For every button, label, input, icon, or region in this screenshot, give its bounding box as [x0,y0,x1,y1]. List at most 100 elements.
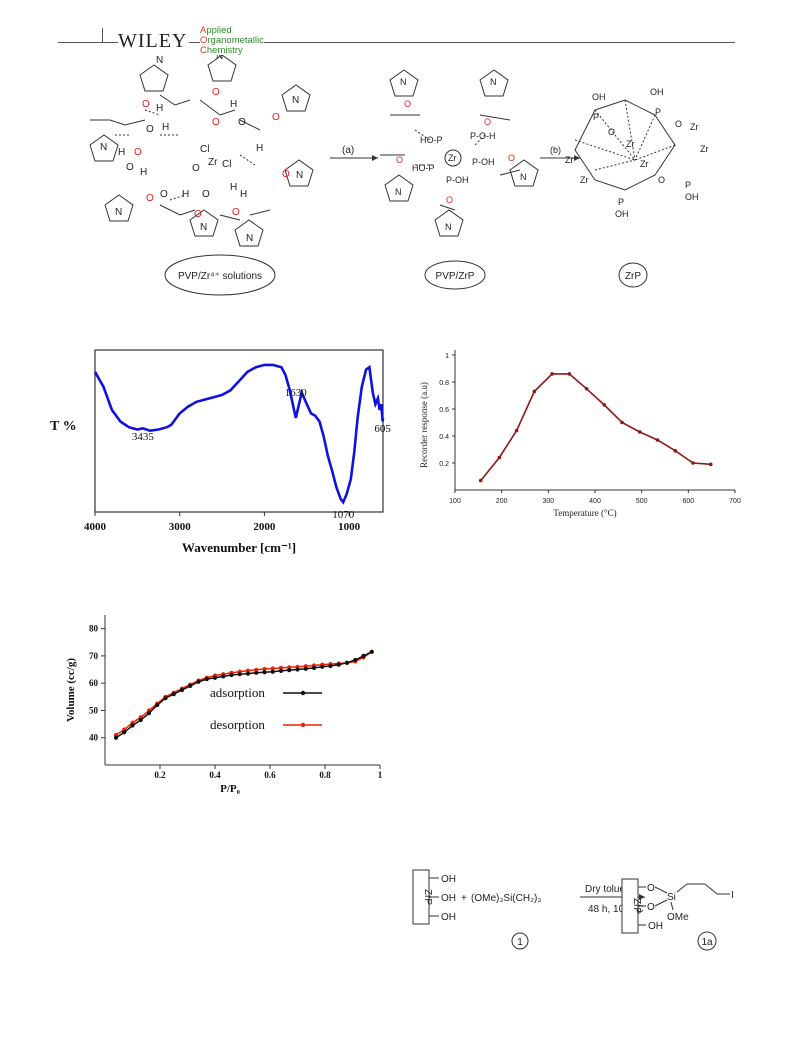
publisher-logo: WILEY [118,30,190,53]
header-tick [102,28,103,42]
svg-text:O: O [675,119,682,129]
ftir-xtick-label: 1000 [338,521,361,533]
solution-label: PVP/Zr⁴⁺ solutions [178,271,262,282]
tpd-ytick-label: 1 [445,353,449,360]
bet-series [113,649,374,740]
ftir-peak-label: 605 [374,423,391,435]
svg-text:H: H [156,103,163,114]
bet-point [163,696,168,701]
bet-point [262,666,267,672]
bet-point [245,668,251,673]
svg-text:Zr: Zr [208,157,218,168]
compound-1-circle [511,932,529,950]
svg-text:HO-P: HO-P [412,163,435,173]
bet-xlabel: P/P₀ [220,783,240,795]
svg-text:O: O [146,193,154,204]
svg-text:P-O-H: P-O-H [470,131,496,141]
zrp-atom-labels: OH OH P P Zr Zr Zr Zr Zr Zr P P OH OH O O O [565,87,709,219]
ftir-ylabel: T % [50,419,77,434]
svg-text:P-OH: P-OH [472,157,495,167]
tpd-point [584,386,589,391]
bet-point [287,667,292,673]
bet-point [369,649,374,654]
bet-ytick-label: 70 [89,651,99,661]
bet-yticks: 40 50 60 70 80 [89,624,105,743]
legend-desorption-marker [300,722,306,728]
bet-ytick-label: 40 [89,733,99,743]
svg-text:OH: OH [650,87,664,97]
bet-point [146,711,152,716]
tpd-point [673,449,678,453]
svg-text:P: P [655,107,661,117]
bet-ytick-label: 50 [89,705,99,715]
bet-point [245,671,251,676]
tpd-point [514,428,519,433]
step-b-label: (b) [550,145,561,155]
bet-point [361,653,366,659]
svg-text:HO-P: HO-P [420,135,443,145]
bet-point [336,662,341,667]
tpd-xtick-label: 600 [682,498,694,505]
tpd-point [497,455,502,460]
svg-text:Zr: Zr [640,159,649,169]
pvp-zrp-label-ellipse [424,260,486,290]
solution-oxygen-labels: OOO OOO O OO [134,87,290,220]
tpd-point [708,462,713,467]
svg-text:O: O [484,117,491,127]
oh-group: OH [441,874,456,885]
zrp-cage-structure [574,99,676,191]
tpd-xtick-label: 700 [729,498,741,505]
legend-adsorption-marker [300,690,306,696]
svg-text:O: O [272,112,280,123]
page-header: WILEY Applied Organometallic Chemistry [0,0,793,60]
bet-ylabel: Volume (cc/g) [65,658,77,722]
svg-text:N: N [115,207,122,218]
svg-text:H: H [118,147,125,158]
bet-xtick-label: 0.2 [154,770,166,780]
bet-xticks: 0.2 0.4 0.6 0.8 1 [154,765,383,780]
step-a-label: (a) [342,145,354,156]
svg-text:O: O [404,99,411,109]
bet-point [303,666,308,671]
svg-text:O: O [238,117,246,128]
bet-point [204,676,209,682]
tpd-xtick-label: 100 [449,498,461,505]
ftir-xtick-label: 2000 [253,521,275,533]
tpd-xtick-label: 300 [542,498,554,505]
bet-point [155,702,160,708]
svg-text:Cl: Cl [200,144,209,155]
svg-text:OH: OH [685,192,699,202]
iodine-atom: I [731,890,734,901]
bet-isotherm-chart: Volume (cc/g) P/P₀ 0.2 0.4 0.6 0.8 1 40 50 60 7… [65,615,383,795]
tpd-ylabel: Recorder response (a.u) [419,382,429,468]
conditions-solvent: Dry toluene [585,884,637,895]
svg-text:P: P [685,180,691,190]
tpd-xtick-label: 400 [589,498,601,505]
bet-point [278,668,284,674]
svg-text:Cl: Cl [222,159,231,170]
grafting-scheme: ZrP OH OH OH + (OMe)₃Si(CH₂)₃ Dry toluen… [412,869,734,951]
svg-text:N: N [156,55,163,66]
tpd-yticks: 0.2 0.4 0.6 0.8 1 [439,353,455,468]
svg-text:Zr: Zr [448,153,457,163]
tpd-point [691,461,695,465]
conditions-time-temp: 48 h, 100 °C [588,904,644,915]
ftir-peak-labels: 3435 1630 1070 605 [132,387,391,521]
ftir-xlabel: Wavenumber [cm⁻¹] [182,540,296,555]
svg-text:H: H [240,189,247,200]
bet-point [229,672,234,678]
tpd-ytick-label: 0.8 [439,380,449,387]
svg-text:O: O [232,207,240,218]
tpd-point [550,372,554,376]
journal-name: Applied Organometallic Chemistry [200,26,264,56]
bet-point [122,730,127,735]
svg-text:O: O [608,127,615,137]
silicon-atom: Si [667,892,676,903]
svg-text:P: P [593,112,599,122]
ftir-spectrum-line [93,363,385,505]
oh-group: OH [648,921,663,932]
bet-point [171,691,176,697]
bet-point [254,670,259,675]
svg-text:OH: OH [615,209,629,219]
